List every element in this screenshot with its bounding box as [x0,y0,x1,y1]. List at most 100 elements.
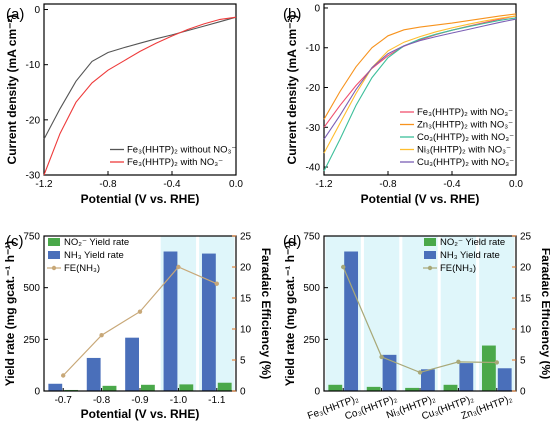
y-axis-label: Current density (mA cm⁻²) [285,15,299,165]
fe-point [379,354,384,360]
y-tick-label: 250 [303,335,320,346]
y2-tick-label: 5 [520,356,526,367]
y-axis-label: Current density (mA cm⁻²) [5,15,19,165]
fe-point [214,281,219,286]
y2-tick-label: 20 [520,263,532,274]
bar-no2-yield [102,385,117,391]
legend-marker [51,265,57,271]
legend-marker [427,265,433,271]
bar-nh3-yield [86,357,101,391]
legend-label: FE(NH₃) [440,263,476,274]
legend-swatch [48,238,60,246]
plot-frame-0 [43,3,237,176]
x-tick-label: -0.8 [379,179,397,190]
series-line-2 [43,16,237,176]
highlight-band [402,236,438,391]
x-tick-label: -0.4 [443,179,461,190]
y2-axis-label: Faradaic Efficiency (%) [539,248,550,379]
y2-axis-label: Faradaic Efficiency (%) [259,248,273,379]
y-tick-label: 0 [34,5,40,16]
y-axis-label: Yield rate (mg gcat.⁻¹ h⁻¹) [283,241,297,387]
y-tick-label: -10 [26,60,41,71]
bar-no2-yield [141,384,155,391]
bar-nh3-yield [344,251,359,391]
bar-nh3-yield [459,363,474,391]
y-tick-label: 750 [23,232,40,243]
bar-nh3-yield [163,251,178,391]
y-tick-label: -40 [306,163,321,174]
fe-point [456,359,461,365]
panel-label: (a) [6,6,24,23]
y-tick-label: 750 [303,232,320,243]
y-tick-label: 0 [314,3,320,14]
x-tick-label: -1.0 [170,395,188,406]
x-tick-label: -0.8 [99,179,117,190]
legend-label: Fe₃(HHTP)₂ without NO₃⁻ [127,145,236,156]
legend-swatch [424,238,436,246]
bar-no2-yield [179,384,194,391]
bar-nh3-yield [201,253,216,391]
y-tick-label: 250 [23,335,40,346]
bar-nh3-yield [382,354,397,391]
x-tick-label: 0.0 [509,179,523,190]
bar-nh3-yield [421,369,435,391]
x-axis-label: Potential (V vs. RHE) [361,192,480,206]
y-axis-label: Yield rate (mg gcat.⁻¹ h⁻¹) [3,241,17,387]
legend-swatch [48,251,60,259]
y-tick-label: -20 [26,115,41,126]
bar-no2-yield [366,386,381,391]
bar-no2-yield [328,384,343,391]
y2-tick-label: 0 [520,387,526,398]
y-tick-label: -10 [306,43,321,54]
bar-no2-yield [443,384,458,391]
y-tick-label: 500 [303,283,320,294]
legend-label: Cu₃(HHTP)₂ with NO₃⁻ [417,157,514,168]
y2-tick-label: 0 [240,387,246,398]
fe-point [61,373,66,378]
fe-point [176,264,181,270]
bar-no2-yield [481,345,496,391]
bar-nh3-yield [497,368,512,391]
legend-label: NH₃ Yield rate [440,250,500,261]
y2-tick-label: 15 [520,294,532,305]
fe-point [99,333,104,338]
fe-point [417,370,423,375]
y2-tick-label: 15 [240,294,252,305]
plot-frame-1 [323,3,517,176]
y-tick-label: 0 [314,387,320,398]
y-tick-label: -30 [26,171,41,182]
x-tick-label: 0.0 [229,179,243,190]
bar-nh3-yield [48,383,63,391]
x-tick-label: -0.8 [93,395,111,406]
legend-label: Zn₃(HHTP)₂ with NO₃⁻ [417,120,513,131]
legend-label: NH₃ Yield rate [64,250,124,261]
fe-point [341,264,346,270]
y2-tick-label: 10 [520,325,532,336]
y-tick-label: 0 [34,387,40,398]
series-line-2 [323,13,517,120]
x-tick-label: -1.1 [208,395,226,406]
legend-swatch [424,251,436,259]
y2-tick-label: 25 [520,232,532,243]
legend-label: Co₃(HHTP)₂ with NO₃⁻ [417,132,514,143]
bar-nh3-yield [125,337,139,391]
y2-tick-label: 20 [240,263,252,274]
panel-label: (b) [283,6,301,23]
panel-label: (c) [6,233,24,250]
y-tick-label: 500 [23,283,40,294]
x-tick-label: -0.4 [163,179,181,190]
series-line-1 [323,15,517,128]
series-line-4 [323,15,517,154]
legend-label: Fe₃(HHTP)₂ with NO₃⁻ [417,107,513,118]
x-tick-label: -1.2 [315,179,333,190]
bar-no2-yield [217,382,232,391]
legend-label: NO₂⁻ Yield rate [64,237,129,248]
y-tick-label: -30 [306,123,321,134]
x-tick-label: -1.2 [35,179,53,190]
y-tick-label: -20 [306,83,321,94]
legend-label: FE(NH₃) [64,263,100,274]
y2-tick-label: 5 [240,356,246,367]
series-line-5 [323,18,517,140]
x-tick-label: -0.7 [55,395,73,406]
